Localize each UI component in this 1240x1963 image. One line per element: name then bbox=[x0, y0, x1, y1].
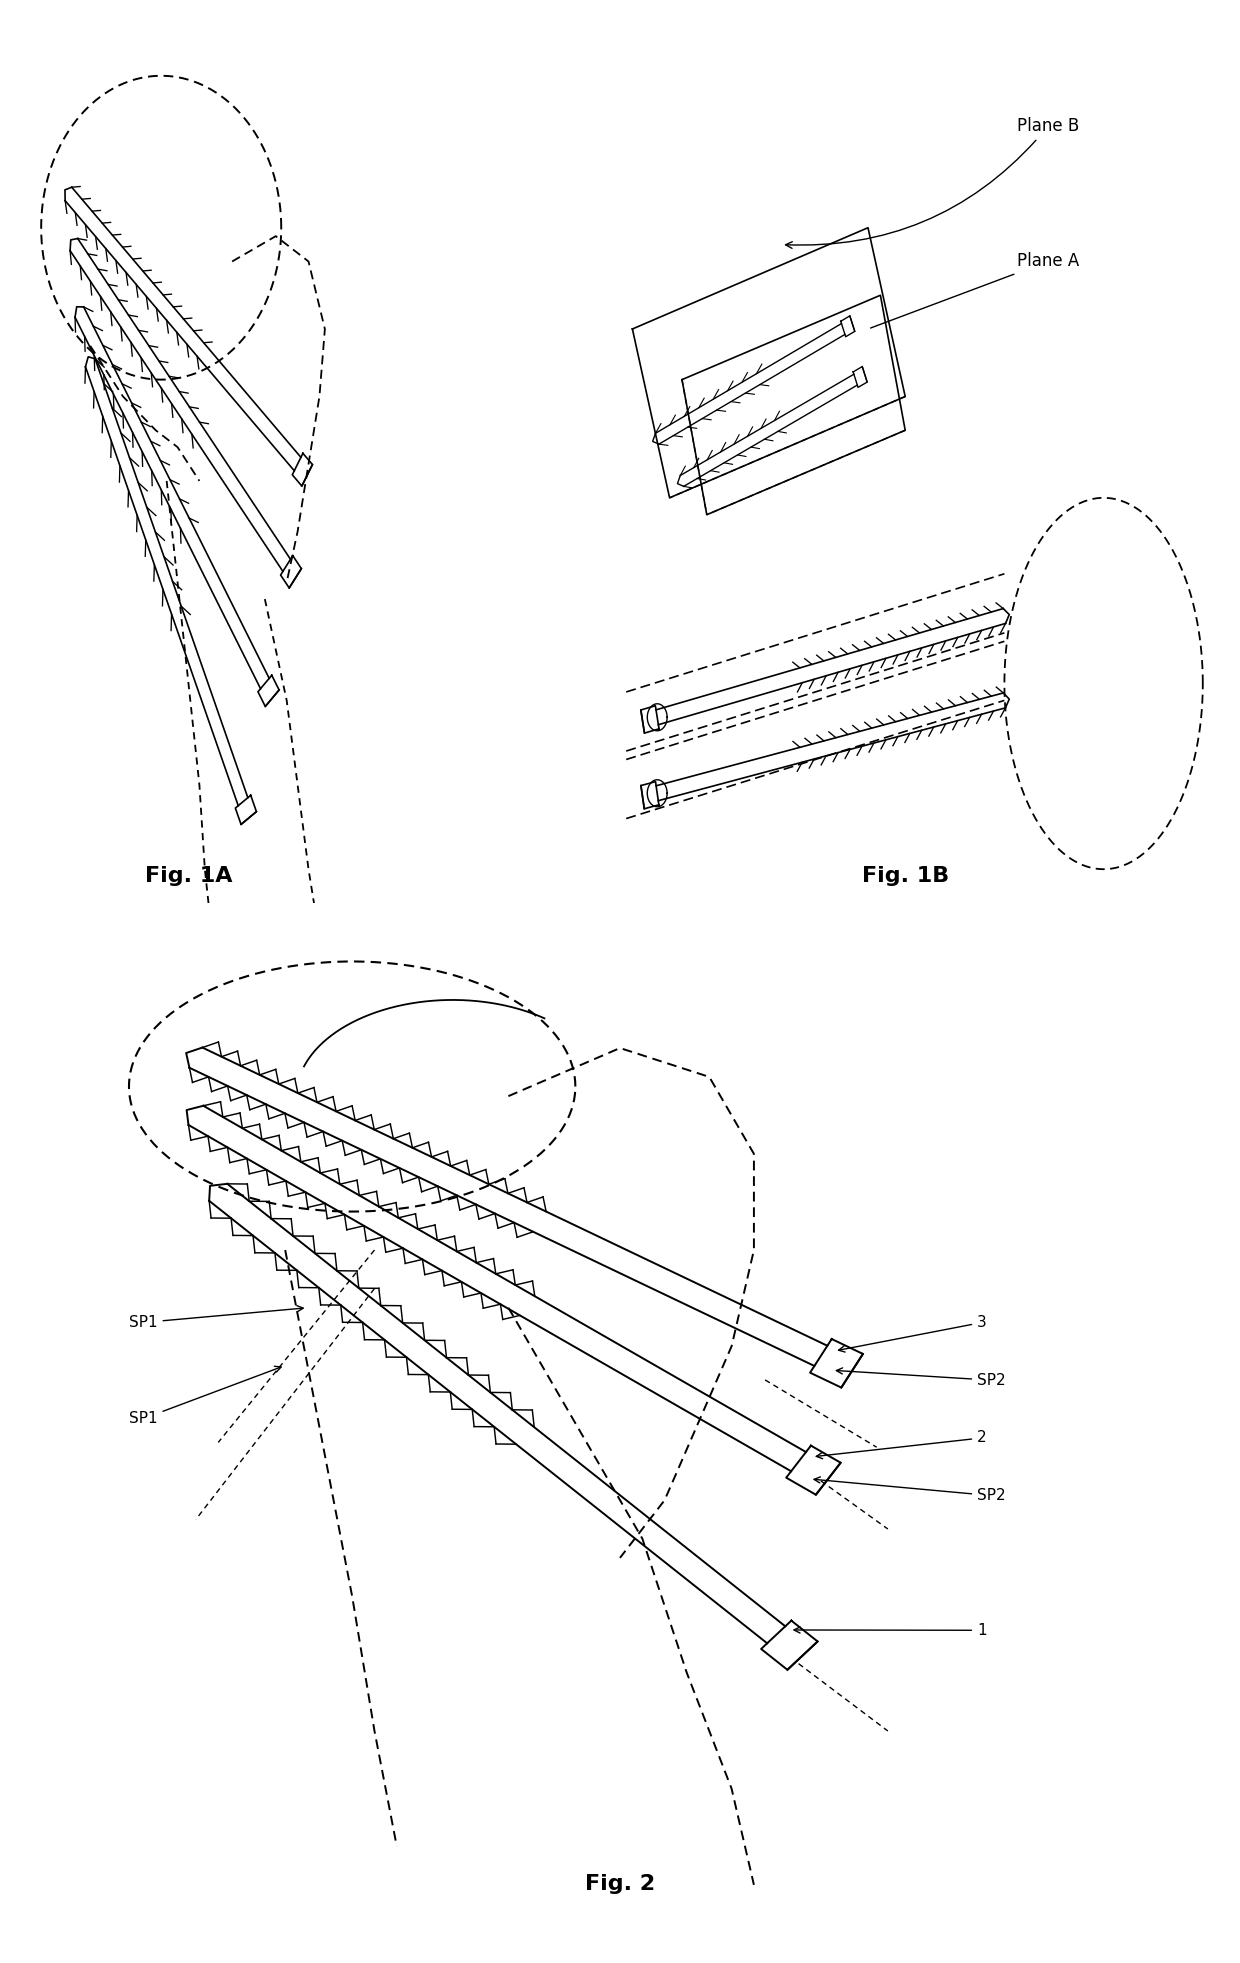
Text: SP1: SP1 bbox=[129, 1305, 304, 1331]
Text: Plane B: Plane B bbox=[785, 118, 1079, 249]
Text: Fig. 2: Fig. 2 bbox=[585, 1875, 655, 1894]
Text: Fig. 1B: Fig. 1B bbox=[862, 866, 949, 885]
Text: 1: 1 bbox=[794, 1623, 987, 1637]
Text: 3: 3 bbox=[838, 1315, 987, 1353]
Text: SP1: SP1 bbox=[129, 1366, 281, 1427]
Text: Fig. 1A: Fig. 1A bbox=[145, 866, 232, 885]
Text: SP2: SP2 bbox=[836, 1368, 1006, 1388]
Text: SP2: SP2 bbox=[813, 1476, 1006, 1504]
Text: 2: 2 bbox=[816, 1431, 987, 1459]
Text: Plane A: Plane A bbox=[870, 253, 1079, 328]
